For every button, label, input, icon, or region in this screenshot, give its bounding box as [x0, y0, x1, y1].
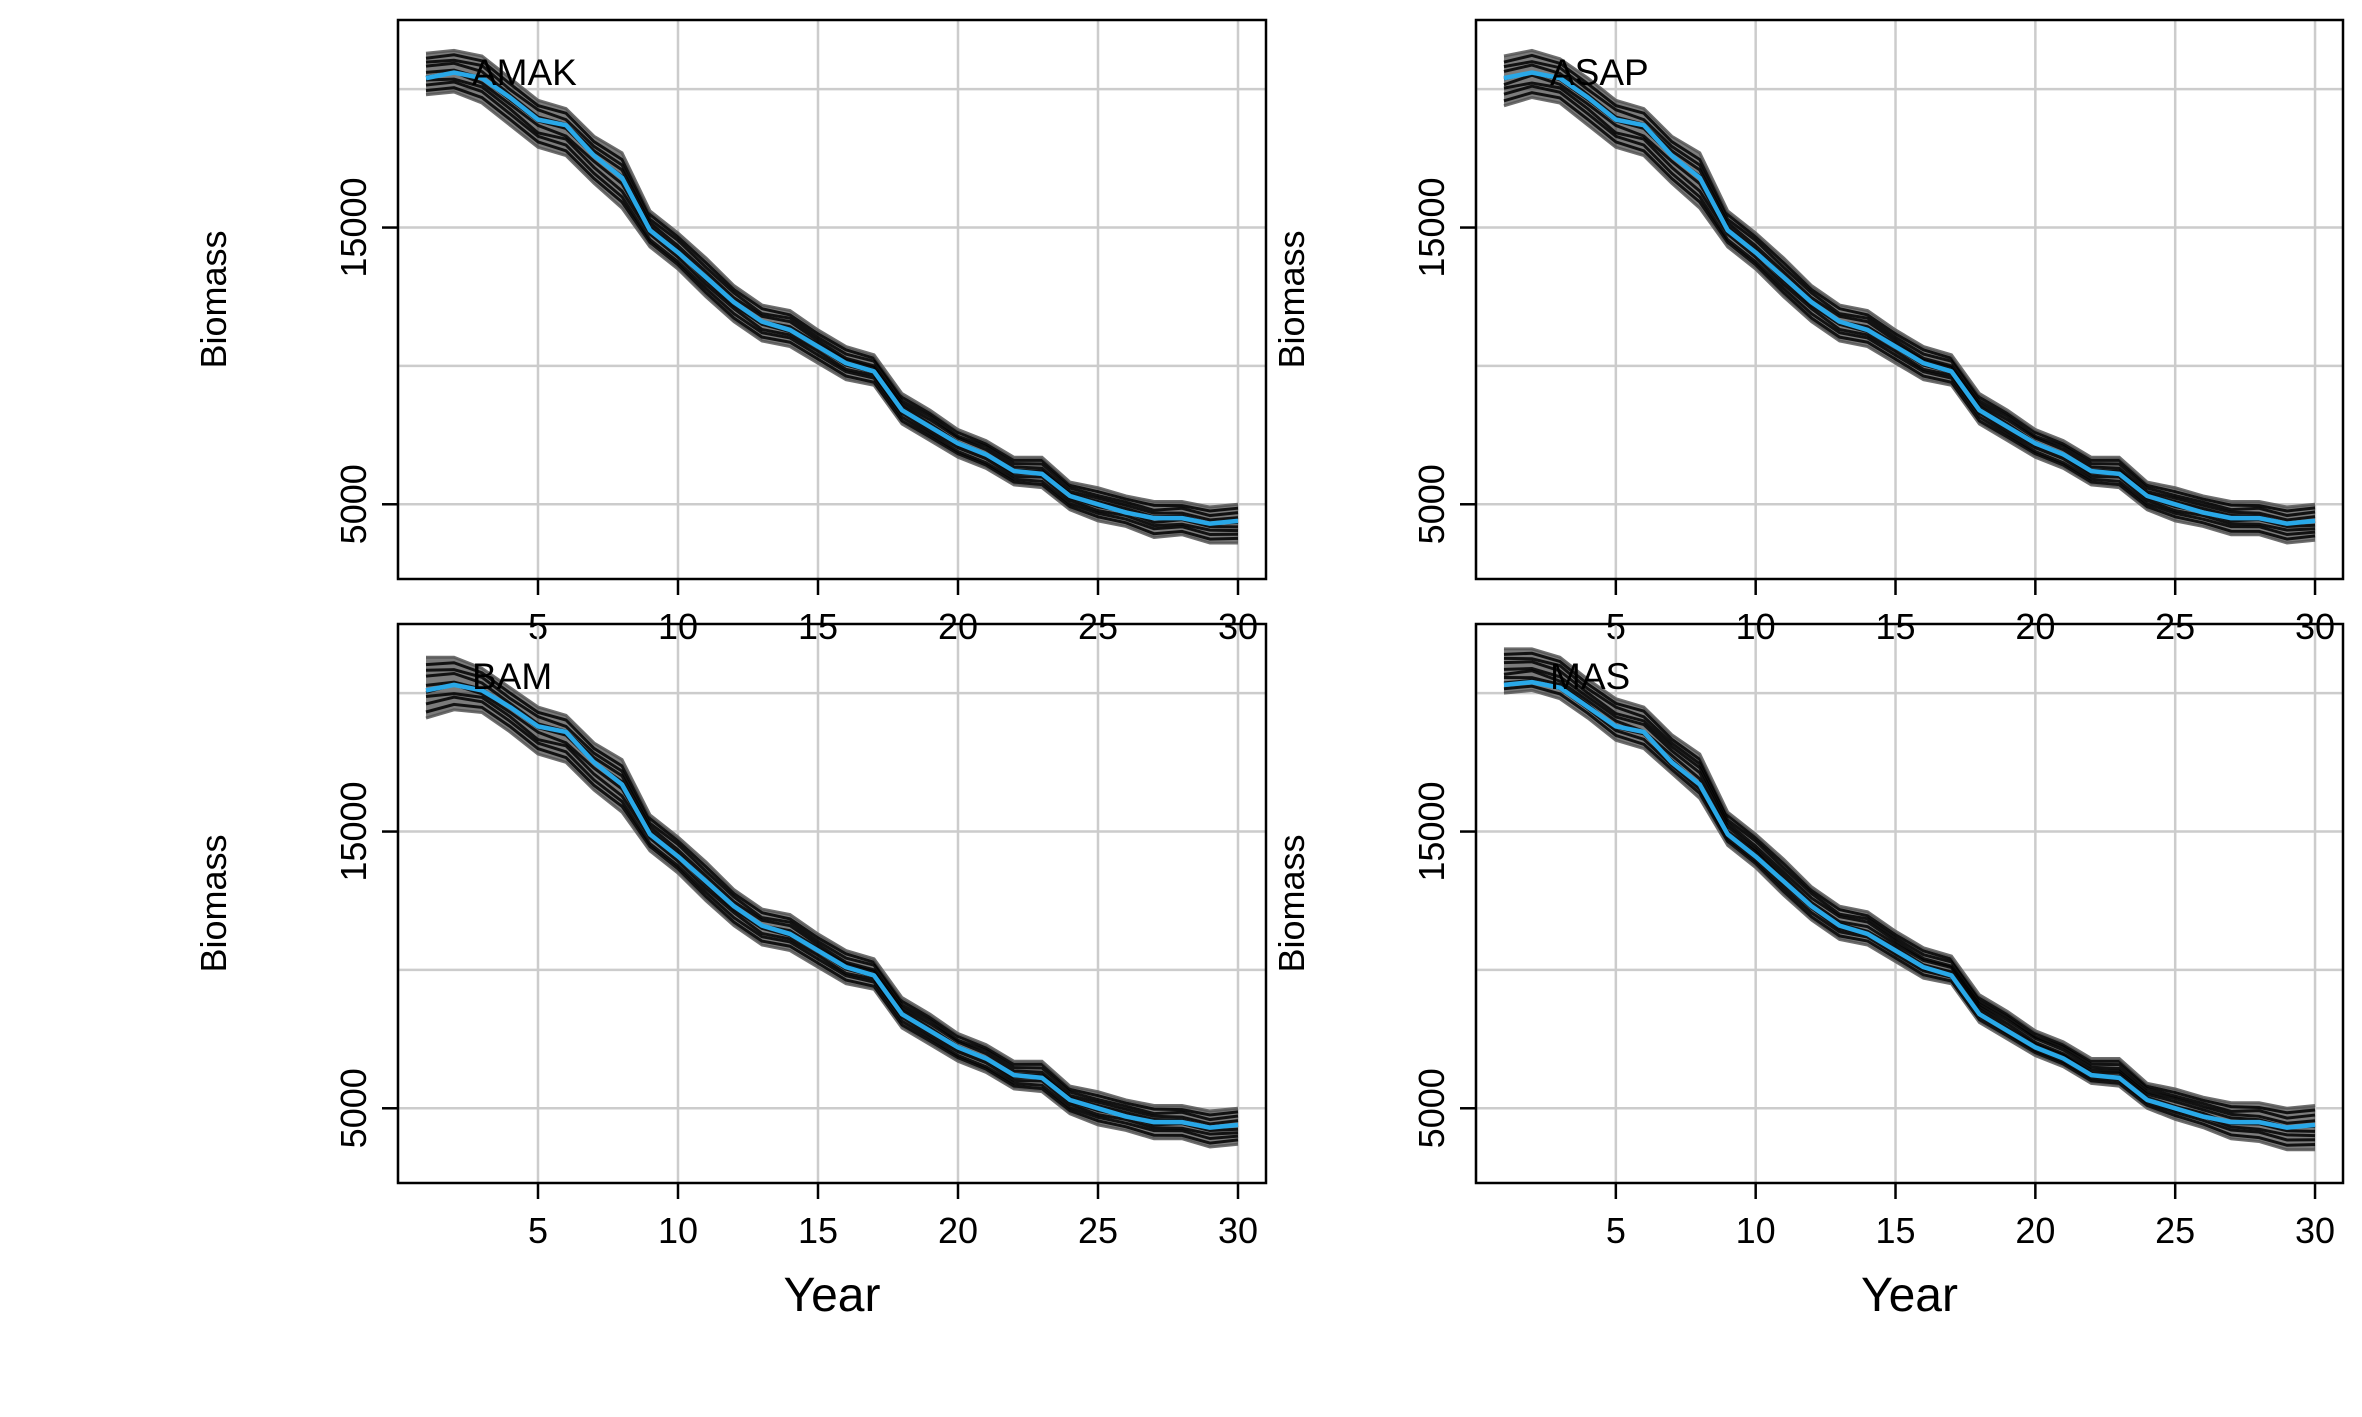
x-tick-label: 15 [1875, 1210, 1915, 1251]
simulation-line [425, 58, 1239, 518]
simulation-line [1503, 684, 2316, 1147]
y-tick-label: 5000 [333, 464, 374, 544]
y-axis-label: Biomass [1271, 230, 1312, 368]
y-tick-label: 15000 [333, 177, 374, 277]
simulation-line [1503, 647, 2316, 1110]
series-line-mean [1503, 70, 2316, 526]
simulation-line [1503, 48, 2316, 509]
x-tick-label: 20 [938, 1210, 978, 1251]
simulation-line [1503, 81, 2316, 532]
panel-label: ASAP [1550, 52, 1649, 93]
x-tick-label: 5 [528, 1210, 548, 1251]
y-axis-label: Biomass [193, 834, 234, 972]
series-line-mean [425, 70, 1239, 526]
y-tick-label: 5000 [1411, 464, 1452, 544]
simulation-line [1503, 651, 2316, 1115]
x-tick-label: 5 [1606, 1210, 1626, 1251]
panel-label: AMAK [472, 52, 577, 93]
simulation-line [425, 708, 1239, 1149]
simulation-line [1503, 656, 2316, 1120]
simulation-line [1503, 60, 2316, 518]
y-axis-label: Biomass [193, 230, 234, 368]
simulation-line [1503, 667, 2316, 1129]
panel-mas: 5 10 15 20 25 30 5000 15000 Biomass Year MAS [1271, 622, 2345, 1322]
simulation-line [426, 655, 1239, 1113]
simulation-line [1503, 688, 2316, 1152]
x-axis-label: Year [1861, 1269, 1958, 1322]
x-tick-label: 30 [1218, 1210, 1258, 1251]
panel-bam: 5 10 15 20 25 30 5000 15000 Biomass Year BAM [193, 622, 1268, 1322]
simulation-line [1503, 678, 2316, 1142]
simulation-line [425, 661, 1239, 1117]
x-tick-label: 10 [1736, 1210, 1776, 1251]
x-tick-label: 25 [1078, 1210, 1118, 1251]
y-tick-label: 15000 [333, 781, 374, 881]
simulation-line [425, 692, 1239, 1136]
simulation-line [1503, 660, 2316, 1125]
y-axis-label: Biomass [1271, 834, 1312, 972]
simulation-line [1503, 84, 2316, 537]
y-tick-label: 5000 [1411, 1068, 1452, 1148]
simulation-line [425, 77, 1239, 533]
simulation-line [1503, 53, 2316, 513]
x-tick-label: 30 [2295, 1210, 2335, 1251]
plot-frame [396, 622, 1268, 1185]
x-tick-label: 10 [658, 1210, 698, 1251]
x-tick-label: 25 [2155, 1210, 2195, 1251]
series-line-mean [1503, 679, 2316, 1130]
simulation-line [425, 48, 1239, 509]
simulation-line [425, 80, 1239, 537]
x-tick-label: 15 [798, 1210, 838, 1251]
x-tick-label: 20 [2015, 1210, 2055, 1251]
series-line-mean [425, 682, 1239, 1130]
y-tick-label: 15000 [1411, 177, 1452, 277]
y-tick-label: 15000 [1411, 781, 1452, 881]
simulation-line [425, 668, 1239, 1122]
simulation-line [425, 695, 1239, 1141]
simulation-line [1503, 95, 2316, 545]
simulation-line [425, 702, 1239, 1145]
simulation-line [425, 86, 1239, 541]
simulation-line [1503, 91, 2316, 541]
simulation-line [425, 53, 1239, 513]
simulation-line [425, 90, 1238, 545]
plot-frame [1474, 18, 2345, 581]
plot-frame [1474, 622, 2345, 1185]
y-tick-label: 5000 [333, 1068, 374, 1148]
x-axis-label: Year [784, 1269, 881, 1322]
plot-frame [396, 18, 1268, 581]
panel-label: BAM [472, 656, 552, 697]
panel-label: MAS [1550, 656, 1630, 697]
